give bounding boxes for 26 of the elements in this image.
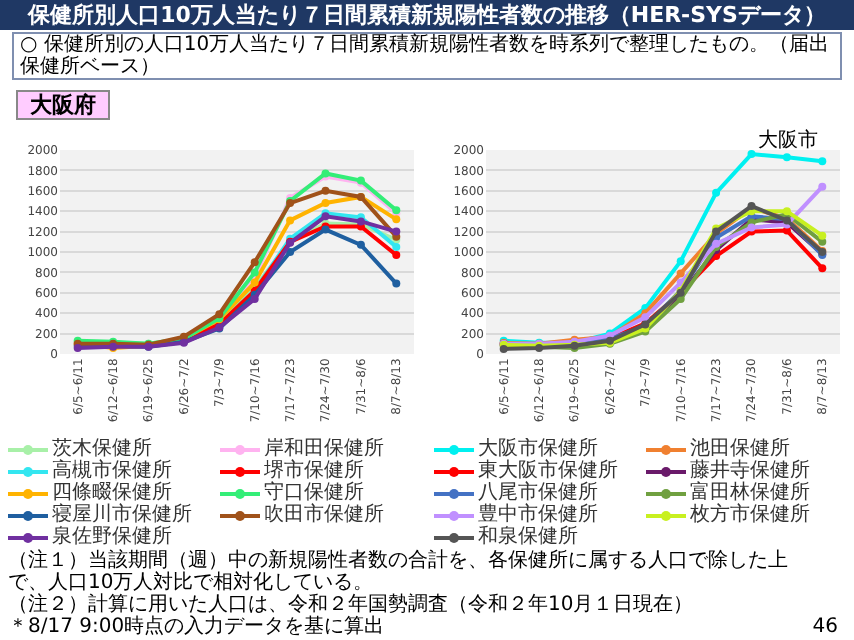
legend-label: 大阪市保健所 [478,438,598,460]
legend-label: 東大阪市保健所 [478,460,618,482]
legend-label: 守口保健所 [264,482,364,504]
legend-label: 泉佐野保健所 [52,526,172,548]
text: 46 [812,616,838,638]
legend-label: 八尾市保健所 [478,482,598,504]
chart-title: 保健所別人口10万人当たり７日間累積新規陽性者数の推移（HER-SYSデータ） [0,0,854,30]
legend-label: 茨木保健所 [52,438,152,460]
text: （注１）当該期間（週）中の新規陽性者数の合計を、各保健所に属する人口で除した上で、人口10万人対比で相対化している。 [8,550,790,594]
legend-label: 池田保健所 [690,438,790,460]
legend-label: 吹田市保健所 [264,504,384,526]
legend-label: 富田林保健所 [690,482,810,504]
legend-label: 豊中市保健所 [478,504,598,526]
legend-label: 高槻市保健所 [52,460,172,482]
legend-label: 寝屋川市保健所 [52,504,192,526]
annotation: 大阪市 [758,128,818,152]
legend-label: 四條畷保健所 [52,482,172,504]
legend-label: 堺市保健所 [264,460,364,482]
legend-label: 藤井寺保健所 [690,460,810,482]
legend-label: 和泉保健所 [478,526,578,548]
text: ＊8/17 9:00時点の入力データを基に算出 [8,616,387,638]
legend-label: 枚方市保健所 [690,504,810,526]
legend-label: 岸和田保健所 [264,438,384,460]
text: 大阪府 [16,90,110,120]
text: （注２）計算に用いた人口は、令和２年国勢調査（令和２年10月１日現在） [8,594,696,616]
chart-subtitle: ○ 保健所別の人口10万人当たり７日間累積新規陽性者数を時系列で整理したもの。（届出保健所ベース） [12,32,842,80]
